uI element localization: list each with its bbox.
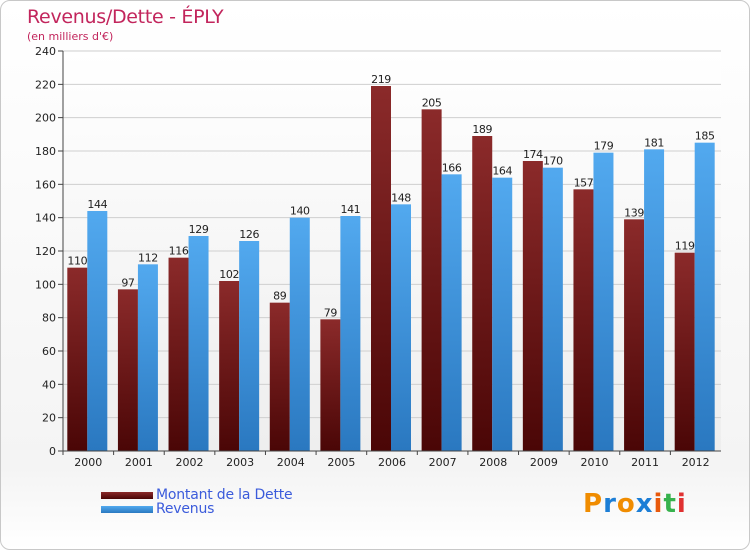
x-tick-label: 2012 xyxy=(682,456,710,469)
data-label-revenus: 185 xyxy=(695,130,715,143)
x-tick-label: 2004 xyxy=(277,456,305,469)
y-tick-label: 120 xyxy=(35,245,56,258)
x-tick-label: 2000 xyxy=(74,456,102,469)
bar-dette xyxy=(421,109,442,451)
data-label-dette: 89 xyxy=(273,290,287,303)
bar-revenus xyxy=(542,167,563,451)
x-tick-label: 2003 xyxy=(226,456,254,469)
y-tick-label: 200 xyxy=(35,112,56,125)
bar-revenus xyxy=(441,174,462,452)
bar-dette xyxy=(522,161,543,451)
data-label-revenus: 141 xyxy=(340,203,360,216)
data-label-revenus: 164 xyxy=(492,165,512,178)
axes: 0 20 40 60 80 100 120 140 160 180 200 220 240 2000 200… xyxy=(35,45,721,469)
y-tick-label: 220 xyxy=(35,78,56,91)
chart-title: Revenus/Dette - ÉPLY xyxy=(27,6,224,28)
bar-revenus xyxy=(593,152,614,451)
chart-subtitle: (en milliers d'€) xyxy=(27,30,114,43)
legend-label-revenus: Revenus xyxy=(156,501,215,517)
x-tick-label: 2009 xyxy=(530,456,558,469)
bar-dette xyxy=(573,189,594,452)
data-label-dette: 97 xyxy=(121,276,135,289)
bar-dette xyxy=(320,319,341,451)
bar-revenus xyxy=(137,264,158,451)
brand-letter: t xyxy=(663,489,677,519)
data-label-dette: 205 xyxy=(422,96,442,109)
bar-revenus xyxy=(87,211,108,451)
legend-swatch-dette xyxy=(101,491,153,499)
bar-dette xyxy=(371,86,391,451)
y-tick-label: 20 xyxy=(42,412,56,425)
data-label-dette: 116 xyxy=(169,245,189,258)
data-label-revenus: 181 xyxy=(644,136,664,149)
bar-dette xyxy=(219,281,240,451)
bar-dette xyxy=(624,219,645,451)
bar-revenus xyxy=(340,216,361,451)
data-label-dette: 189 xyxy=(472,123,492,136)
data-label-revenus: 126 xyxy=(239,228,259,241)
bar-revenus xyxy=(492,177,513,451)
bar-dette xyxy=(269,302,290,451)
x-tick-label: 2002 xyxy=(176,456,204,469)
x-tick-label: 2005 xyxy=(327,456,355,469)
bar-dette xyxy=(168,257,189,451)
bar-dette xyxy=(674,252,695,451)
bar-dette xyxy=(472,136,493,451)
bar-dette xyxy=(67,267,88,451)
y-tick-label: 100 xyxy=(35,278,56,291)
data-label-dette: 110 xyxy=(67,255,87,268)
x-tick-label: 2007 xyxy=(429,456,457,469)
data-label-dette: 157 xyxy=(574,176,594,189)
data-label-dette: 102 xyxy=(219,268,239,281)
bar-revenus xyxy=(289,217,310,451)
y-tick-label: 240 xyxy=(35,45,56,58)
data-label-dette: 219 xyxy=(371,73,391,86)
x-tick-label: 2008 xyxy=(479,456,507,469)
bar-revenus xyxy=(239,241,260,451)
data-label-revenus: 140 xyxy=(290,205,310,218)
bar-revenus xyxy=(694,142,715,451)
data-label-revenus: 166 xyxy=(442,161,462,174)
brand-letter: o xyxy=(616,489,636,519)
bar-revenus xyxy=(188,236,209,451)
bar-revenus xyxy=(644,149,665,452)
y-tick-label: 140 xyxy=(35,212,56,225)
x-tick-label: 2006 xyxy=(378,456,406,469)
y-tick-label: 80 xyxy=(42,312,56,325)
x-tick-label: 2011 xyxy=(631,456,659,469)
brand-letter: P xyxy=(583,489,604,519)
bar-dette xyxy=(117,289,138,451)
brand-letter: i xyxy=(676,489,687,519)
legend-item-revenus: Revenus xyxy=(101,501,214,517)
brand-letter: i xyxy=(653,489,664,519)
x-tick-label: 2010 xyxy=(580,456,608,469)
bars xyxy=(67,86,715,452)
legend-label-dette: Montant de la Dette xyxy=(156,487,293,503)
data-label-revenus: 144 xyxy=(87,198,107,211)
data-label-revenus: 129 xyxy=(189,223,209,236)
y-tick-label: 60 xyxy=(42,345,56,358)
legend-swatch-revenus xyxy=(101,505,153,513)
brand-letter: x xyxy=(635,489,654,519)
data-label-dette: 139 xyxy=(624,206,644,219)
bar-revenus xyxy=(391,204,411,451)
data-label-revenus: 148 xyxy=(391,191,411,204)
data-label-revenus: 112 xyxy=(138,251,158,264)
legend-item-dette: Montant de la Dette xyxy=(101,487,293,503)
y-tick-label: 0 xyxy=(49,445,56,458)
data-label-dette: 174 xyxy=(523,148,543,161)
data-label-revenus: 170 xyxy=(543,155,563,168)
data-label-dette: 79 xyxy=(324,306,338,319)
x-tick-label: 2001 xyxy=(125,456,153,469)
data-label-dette: 119 xyxy=(675,240,695,253)
y-tick-label: 40 xyxy=(42,378,56,391)
y-tick-label: 160 xyxy=(35,178,56,191)
brand-letter: r xyxy=(603,489,617,519)
y-tick-label: 180 xyxy=(35,145,56,158)
data-label-revenus: 179 xyxy=(594,140,614,153)
brand-logo: Proxiti xyxy=(583,489,687,519)
